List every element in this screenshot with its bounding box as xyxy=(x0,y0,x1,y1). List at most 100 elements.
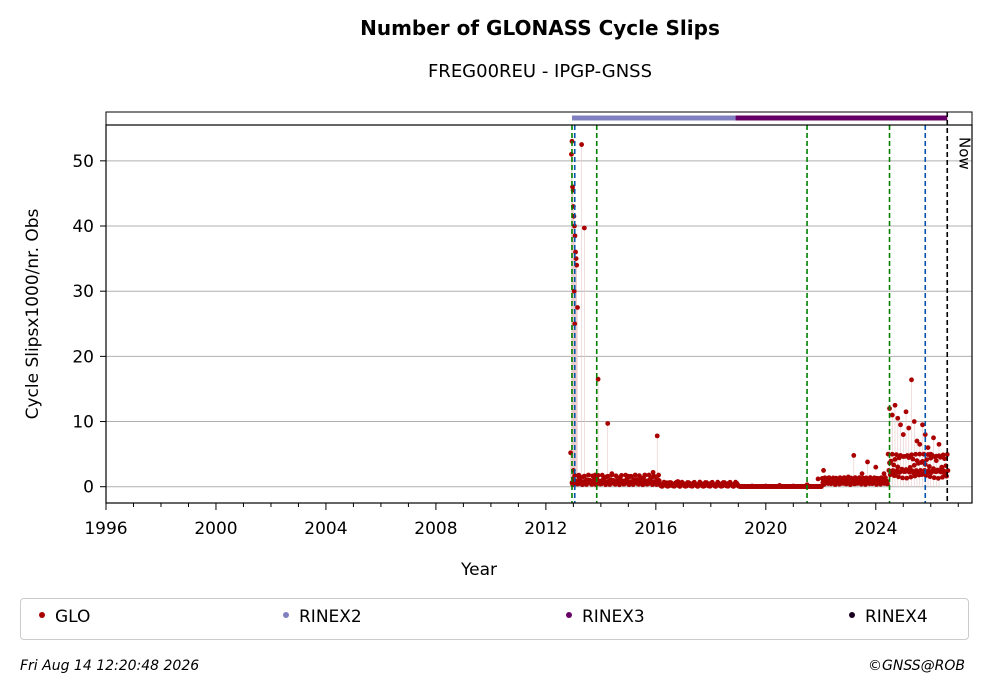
glo-band-point xyxy=(920,459,925,464)
glo-point-73 xyxy=(942,471,947,477)
glo-point-24 xyxy=(601,476,607,482)
glo-point-43 xyxy=(804,482,810,488)
x-tick-label-1996: 1996 xyxy=(84,519,127,539)
glo-band-point xyxy=(885,481,890,487)
glo-point-48 xyxy=(851,453,857,458)
legend: GLO RINEX2 RINEX3 RINEX4 xyxy=(20,598,969,640)
glo-point-16 xyxy=(581,225,587,231)
legend-label-glo: GLO xyxy=(55,607,91,627)
glo-band-point xyxy=(913,451,919,457)
glo-band-point xyxy=(605,473,611,479)
legend-marker-rinex3 xyxy=(566,612,572,618)
x-tick-label-2000: 2000 xyxy=(194,519,237,539)
glo-band-point xyxy=(896,474,901,480)
x-tick-label-2004: 2004 xyxy=(304,519,347,539)
glo-band-point xyxy=(909,452,914,458)
legend-item-rinex4: RINEX4 xyxy=(849,607,928,627)
glo-point-27 xyxy=(625,473,631,479)
glo-band-point xyxy=(599,472,605,478)
glo-band-point xyxy=(917,451,923,457)
glo-band-point xyxy=(945,468,951,473)
glo-point-63 xyxy=(914,438,920,444)
glo-point-55 xyxy=(892,402,898,408)
glo-band-point xyxy=(646,472,652,478)
legend-marker-rinex2 xyxy=(283,612,289,618)
glo-point-69 xyxy=(931,435,936,441)
glo-point-9 xyxy=(573,249,578,255)
glo-point-29 xyxy=(642,472,648,478)
glo-point-72 xyxy=(939,464,945,470)
glo-band-point xyxy=(924,457,930,463)
y-axis-label: Cycle Slipsx1000/nr. Obs xyxy=(23,208,43,419)
glo-point-65 xyxy=(920,422,925,428)
glo-band-point xyxy=(944,452,950,457)
glo-point-64 xyxy=(917,441,923,447)
glo-point-45 xyxy=(821,468,826,473)
glo-point-57 xyxy=(898,422,903,428)
glo-point-13 xyxy=(572,321,578,327)
glo-point-38 xyxy=(735,483,741,488)
glo-point-36 xyxy=(708,481,714,487)
glo-band-point xyxy=(908,474,914,480)
glo-point-19 xyxy=(654,433,660,439)
legend-item-rinex2: RINEX2 xyxy=(283,607,362,627)
x-tick-label-2024: 2024 xyxy=(854,519,897,539)
glo-band-point xyxy=(940,474,945,480)
glo-point-35 xyxy=(697,479,703,485)
chart-subtitle: FREG00REU - IPGP-GNSS xyxy=(427,61,653,82)
legend-label-rinex3: RINEX3 xyxy=(582,607,645,627)
glo-point-31 xyxy=(656,477,661,483)
glo-band-point xyxy=(891,462,897,468)
cycle-slips-chart: Now 1996 2000 2004 2008 2012 2016 2020 2024 0 10 20… xyxy=(23,111,973,580)
x-axis-label: Year xyxy=(460,560,497,580)
glo-band-point xyxy=(895,464,901,470)
legend-item-rinex3: RINEX3 xyxy=(566,607,645,627)
footer-credit: ©GNSS@ROB xyxy=(868,658,965,674)
glo-point-32 xyxy=(664,480,670,486)
glo-point-62 xyxy=(911,419,917,424)
glo-point-37 xyxy=(722,480,727,486)
glo-band-point xyxy=(918,468,923,473)
y-tick-label-50: 50 xyxy=(72,152,94,172)
glo-point-44 xyxy=(815,476,821,482)
plot-frame xyxy=(105,124,973,504)
legend-label-rinex4: RINEX4 xyxy=(865,607,928,627)
glo-point-42 xyxy=(790,483,796,489)
glo-point-30 xyxy=(650,469,656,475)
glo-point-56 xyxy=(895,415,901,421)
glo-band-point xyxy=(586,472,591,478)
glo-point-52 xyxy=(881,471,887,477)
y-tick-label-20: 20 xyxy=(72,347,94,367)
glo-point-28 xyxy=(634,477,639,482)
legend-marker-glo xyxy=(39,612,45,618)
x-tick-label-2016: 2016 xyxy=(634,519,677,539)
y-tick-label-30: 30 xyxy=(72,282,94,302)
glo-band-point xyxy=(904,475,910,481)
footer-timestamp: Fri Aug 14 12:20:48 2026 xyxy=(20,658,200,674)
y-tick-label-0: 0 xyxy=(83,478,94,498)
glo-point-22 xyxy=(584,477,590,483)
glo-band-point xyxy=(911,462,917,468)
y-tick-label-10: 10 xyxy=(72,413,94,433)
glo-point-58 xyxy=(900,432,906,437)
legend-label-rinex2: RINEX2 xyxy=(299,607,362,627)
glo-band-point xyxy=(927,474,933,480)
glo-point-47 xyxy=(845,474,851,480)
glo-band-point xyxy=(581,473,587,479)
legend-item-glo: GLO xyxy=(39,607,90,627)
glo-point-7 xyxy=(572,223,577,229)
glo-point-71 xyxy=(936,441,942,447)
glo-point-67 xyxy=(925,445,931,451)
chart-title: Number of GLONASS Cycle Slips xyxy=(360,16,720,40)
glo-point-61 xyxy=(909,377,914,383)
legend-marker-rinex4 xyxy=(849,612,855,618)
glo-point-66 xyxy=(922,432,928,437)
glo-band-point xyxy=(910,456,916,462)
glo-band-point xyxy=(893,452,899,458)
glo-band-point xyxy=(926,464,932,469)
glo-band-point xyxy=(656,472,661,478)
glo-point-25 xyxy=(609,471,615,477)
y-tick-label-40: 40 xyxy=(72,217,94,237)
glo-point-46 xyxy=(834,479,840,484)
glo-band-point xyxy=(632,472,638,478)
